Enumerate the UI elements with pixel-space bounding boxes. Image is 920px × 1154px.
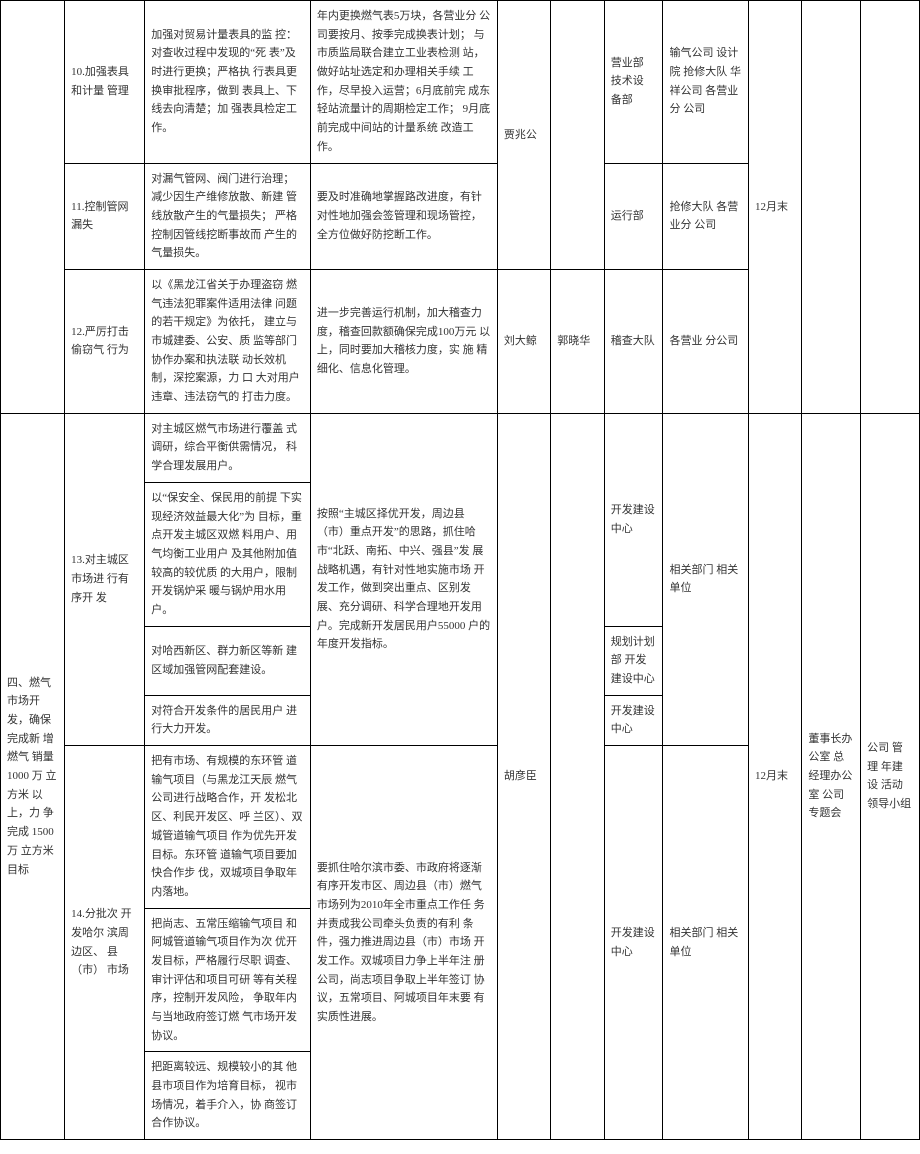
cell-coop: 输气公司 设计院 抢修大队 华祥公司 各营业分 公司 <box>663 1 748 164</box>
cell-section <box>1 1 65 414</box>
table-row: 10.加强表具和计量 管理 加强对贸易计量表具的监 控：对查收过程中发现的“死 … <box>1 1 920 164</box>
cell-person2: 郭晓华 <box>551 269 604 413</box>
cell-person2 <box>551 1 604 270</box>
table-row: 四、燃气 市场开发，确保完成新 增燃气 销量1000 万 立方米 以上，力 争完… <box>1 413 920 482</box>
cell-person1: 刘大鲸 <box>497 269 550 413</box>
cell-deadline: 12月末 <box>748 1 801 414</box>
cell-detail: 对主城区燃气市场进行覆盖 式调研，综合平衡供需情况， 科学合理发展用户。 <box>145 413 311 482</box>
cell-person1: 贾兆公 <box>497 1 550 270</box>
cell-c11 <box>861 1 920 414</box>
cell-section: 四、燃气 市场开发，确保完成新 增燃气 销量1000 万 立方米 以上，力 争完… <box>1 413 65 1139</box>
cell-detail: 对符合开发条件的居民用户 进行大力开发。 <box>145 695 311 745</box>
work-plan-table: 10.加强表具和计量 管理 加强对贸易计量表具的监 控：对查收过程中发现的“死 … <box>0 0 920 1140</box>
cell-measure: 进一步完善运行机制，加大稽查力 度，稽查回款额确保完成100万元 以上，同时要加… <box>310 269 497 413</box>
cell-coop: 各营业 分公司 <box>663 269 748 413</box>
cell-measure: 要及时准确地掌握路改进度，有针 对性地加强会签管理和现场管控， 全方位做好防挖断… <box>310 163 497 269</box>
cell-detail: 加强对贸易计量表具的监 控：对查收过程中发现的“死 表”及时进行更换；严格执 行… <box>145 1 311 164</box>
cell-dept: 开发建设中心 <box>604 413 663 626</box>
cell-coop: 相关部门 相关单位 <box>663 746 748 1140</box>
cell-detail: 以“保安全、保民用的前提 下实现经济效益最大化”为 目标，重点开发主城区双燃 料… <box>145 482 311 626</box>
cell-detail: 对哈西新区、群力新区等新 建区域加强管网配套建设。 <box>145 626 311 695</box>
cell-coop: 抢修大队 各营业分 公司 <box>663 163 748 269</box>
cell-task: 10.加强表具和计量 管理 <box>65 1 145 164</box>
cell-dept: 开发建设中心 <box>604 746 663 1140</box>
cell-c11: 公司 管理 年建设 活动 领导小组 <box>861 413 920 1139</box>
cell-measure: 年内更换燃气表5万块，各营业分 公司要按月、按季完成换表计划； 与市质监局联合建… <box>310 1 497 164</box>
cell-detail: 对漏气管网、阀门进行治理；减少因生产维修放散、新建 管线放散产生的气量损失； 严… <box>145 163 311 269</box>
cell-dept: 稽查大队 <box>604 269 663 413</box>
cell-deadline: 12月末 <box>748 413 801 1139</box>
cell-task: 14.分批次 开发哈尔 滨周边区、 县（市） 市场 <box>65 746 145 1140</box>
cell-measure: 按照“主城区择优开发，周边县 （市）重点开发”的思路，抓住哈 市“北跃、南拓、中… <box>310 413 497 745</box>
cell-detail: 把距离较远、规模较小的其 他县市项目作为培育目标， 视市场情况，着手介入，协 商… <box>145 1052 311 1140</box>
cell-detail: 以《黑龙江省关于办理盗窃 燃气违法犯罪案件适用法律 问题的若干规定》为依托， 建… <box>145 269 311 413</box>
cell-person2 <box>551 413 604 1139</box>
cell-measure: 要抓住哈尔滨市委、市政府将逐渐 有序开发市区、周边县（市）燃气 市场列为2010… <box>310 746 497 1140</box>
cell-dept: 规划计划部 开发建设中心 <box>604 626 663 695</box>
cell-dept: 营业部 技术设 备部 <box>604 1 663 164</box>
cell-task: 12.严厉打击偷窃气 行为 <box>65 269 145 413</box>
cell-dept: 开发建设中心 <box>604 695 663 745</box>
cell-person1: 胡彦臣 <box>497 413 550 1139</box>
cell-c10 <box>802 1 861 414</box>
cell-detail: 把有市场、有规模的东环管 道输气项目（与黑龙江天辰 燃气公司进行战略合作，开 发… <box>145 746 311 909</box>
cell-c10: 董事长办公室 总经理办公室 公司专题会 <box>802 413 861 1139</box>
cell-dept: 运行部 <box>604 163 663 269</box>
cell-coop: 相关部门 相关单位 <box>663 413 748 745</box>
cell-task: 13.对主城区市场进 行有序开 发 <box>65 413 145 745</box>
cell-detail: 把尚志、五常压缩输气项目 和阿城管道输气项目作为次 优开发目标，严格履行尽职 调… <box>145 908 311 1052</box>
cell-task: 11.控制管网漏失 <box>65 163 145 269</box>
